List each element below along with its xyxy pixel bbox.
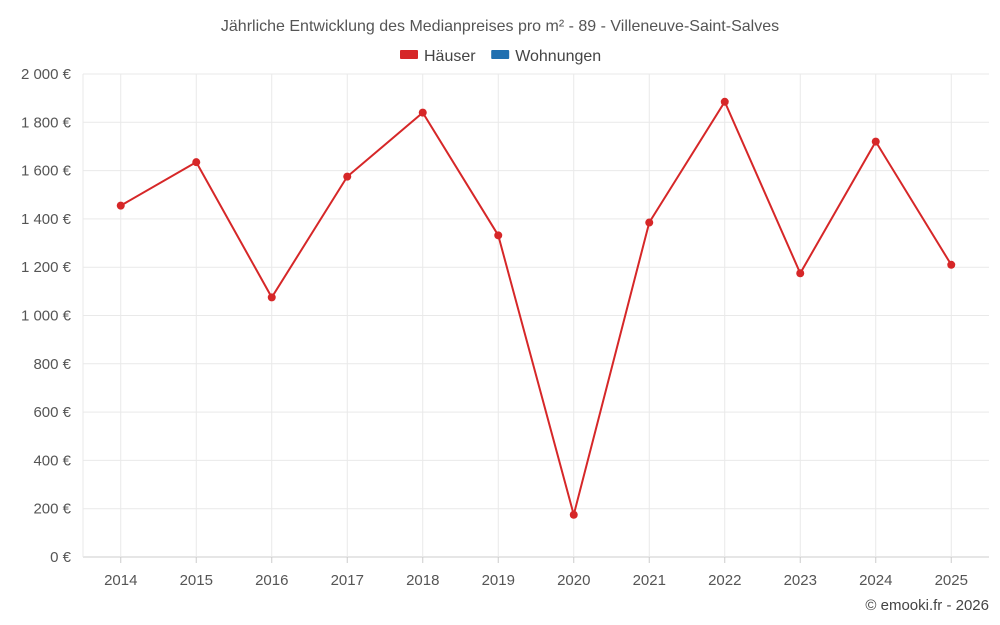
y-tick-label: 0 € — [50, 549, 72, 566]
x-tick-label: 2020 — [557, 572, 590, 589]
data-point[interactable] — [418, 108, 427, 117]
series-layer — [116, 97, 956, 519]
legend: Häuser Wohnungen — [400, 48, 601, 65]
x-tick-label: 2015 — [180, 572, 213, 589]
data-point[interactable] — [494, 231, 503, 240]
x-tick-label: 2022 — [708, 572, 741, 589]
data-point[interactable] — [343, 172, 352, 181]
series-line-Häuser — [120, 99, 953, 519]
y-tick-label: 200 € — [33, 501, 71, 518]
x-axis: 2014 2015 2016 2017 2018 2019 2020 2021 2022 2023… — [104, 557, 968, 589]
y-tick-label: 1 400 € — [21, 211, 72, 228]
data-point[interactable] — [947, 260, 956, 269]
y-tick-label: 1 800 € — [21, 114, 72, 131]
credit-text: © emooki.fr - 2026 — [865, 597, 989, 614]
y-tick-label: 1 600 € — [21, 163, 72, 180]
x-tick-label: 2025 — [935, 572, 968, 589]
y-tick-label: 600 € — [33, 404, 71, 421]
y-tick-label: 2 000 € — [21, 66, 72, 83]
x-tick-label: 2021 — [633, 572, 666, 589]
y-axis: 0 € 200 € 400 € 600 € 800 € 1 000 € 1 200 € 1 4… — [21, 66, 72, 566]
data-point[interactable] — [871, 137, 880, 146]
y-tick-label: 800 € — [33, 356, 71, 373]
x-tick-label: 2017 — [331, 572, 364, 589]
x-tick-label: 2014 — [104, 572, 137, 589]
grid-lines — [82, 73, 989, 558]
data-point[interactable] — [192, 158, 201, 167]
data-point[interactable] — [796, 269, 805, 278]
x-tick-label: 2019 — [482, 572, 515, 589]
data-point[interactable] — [116, 201, 125, 210]
data-point[interactable] — [267, 293, 276, 302]
y-tick-label: 1 000 € — [21, 308, 72, 325]
x-tick-label: 2023 — [784, 572, 817, 589]
legend-swatch[interactable] — [491, 50, 510, 59]
x-tick-label: 2018 — [406, 572, 439, 589]
data-point[interactable] — [720, 97, 729, 106]
legend-swatch[interactable] — [400, 50, 418, 59]
data-point[interactable] — [645, 218, 654, 227]
chart-title: Jährliche Entwicklung des Medianpreises … — [221, 18, 779, 35]
y-tick-label: 400 € — [33, 452, 71, 469]
legend-label[interactable]: Häuser — [424, 48, 476, 65]
x-tick-label: 2024 — [859, 572, 892, 589]
y-tick-label: 1 200 € — [21, 259, 72, 276]
x-tick-label: 2016 — [255, 572, 288, 589]
data-point[interactable] — [569, 510, 578, 519]
legend-label[interactable]: Wohnungen — [515, 48, 601, 65]
